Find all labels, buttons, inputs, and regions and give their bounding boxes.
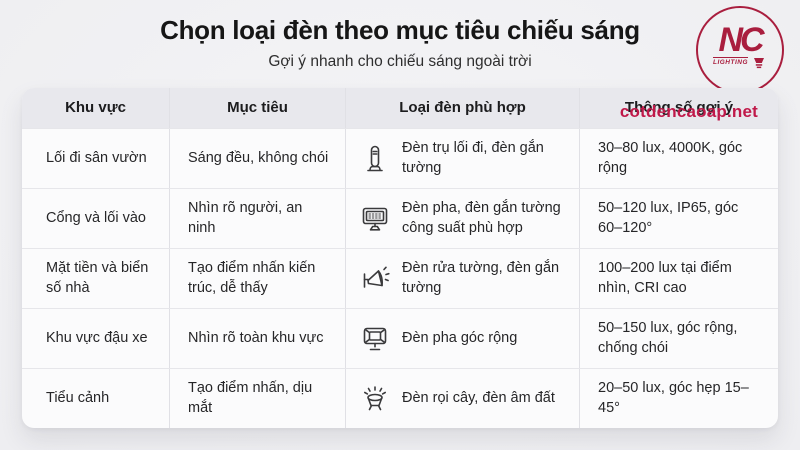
specs-cell: 30–80 lux, 4000K, góc rộng <box>598 139 743 176</box>
table-row: Tiểu cảnh Tạo điểm nhấn, dịu mắt Đèn rọi… <box>22 368 778 428</box>
table-header-row: Khu vực Mục tiêu Loại đèn phù hợp Thông … <box>22 88 778 128</box>
watermark: cotdencaoap.net <box>619 102 758 121</box>
area-cell: Cổng và lối vào <box>22 189 170 248</box>
page-subtitle: Gợi ý nhanh cho chiếu sáng ngoài trời <box>268 52 532 70</box>
lamp-label: Đèn trụ lối đi, đèn gắn tường <box>402 139 544 176</box>
lamp-cell: Đèn trụ lối đi, đèn gắn tường <box>346 129 580 188</box>
lamp-cell: Đèn rọi cây, đèn âm đất <box>346 369 580 428</box>
lamp-label: Đèn pha góc rộng <box>402 329 518 346</box>
specs-cell: 50–150 lux, góc rộng, chống chói <box>598 319 738 356</box>
logo-initials: NC <box>718 21 764 60</box>
goal-cell: Tạo điểm nhấn kiến trúc, dễ thấy <box>170 249 346 308</box>
specs-cell: 20–50 lux, góc hẹp 15–45° <box>598 379 749 416</box>
lightbulb-icon <box>751 57 767 75</box>
lamp-cell: Đèn pha, đèn gắn tường công suất phù hợp <box>346 189 580 248</box>
area-cell: Lối đi sân vườn <box>22 129 170 188</box>
page-title: Chọn loại đèn theo mục tiêu chiếu sáng <box>160 15 640 45</box>
logo-subtext: LIGHTING <box>712 56 749 66</box>
goal-cell: Tạo điểm nhấn, dịu mắt <box>170 369 346 428</box>
area-cell: Mặt tiền và biển số nhà <box>22 249 170 308</box>
header-cell-lamp: Loại đèn phù hợp <box>346 88 580 128</box>
lamp-cell: Đèn rửa tường, đèn gắn tường <box>346 249 580 308</box>
lamp-label: Đèn pha, đèn gắn tường công suất phù hợp <box>402 199 561 236</box>
table-row: Khu vực đậu xe Nhìn rõ toàn khu vực Đèn … <box>22 308 778 368</box>
area-cell: Khu vực đậu xe <box>22 309 170 368</box>
lamp-cell: Đèn pha góc rộng <box>346 309 580 368</box>
lamp-label: Đèn rửa tường, đèn gắn tường <box>402 259 560 296</box>
goal-cell: Nhìn rõ toàn khu vực <box>170 309 346 368</box>
table-row: Mặt tiền và biển số nhà Tạo điểm nhấn ki… <box>22 248 778 308</box>
lamp-label: Đèn rọi cây, đèn âm đất <box>402 389 555 406</box>
floodlight-icon <box>360 324 390 354</box>
nc-lighting-logo: NC LIGHTING <box>696 6 784 94</box>
wall-washer-light-icon <box>360 264 390 294</box>
area-cell: Tiểu cảnh <box>22 369 170 428</box>
lighting-recommendation-table: Khu vực Mục tiêu Loại đèn phù hợp Thông … <box>22 88 778 428</box>
specs-cell: 50–120 lux, IP65, góc 60–120° <box>598 199 739 236</box>
goal-cell: Nhìn rõ người, an ninh <box>170 189 346 248</box>
header-cell-goal: Mục tiêu <box>170 88 346 128</box>
bollard-light-icon <box>360 144 390 174</box>
goal-cell: Sáng đều, không chói <box>170 129 346 188</box>
table-row: Cổng và lối vào Nhìn rõ người, an ninh Đ… <box>22 188 778 248</box>
header-cell-specs: Thông số gợi ý <box>624 98 734 116</box>
specs-cell: 100–200 lux tại điểm nhìn, CRI cao <box>598 259 732 296</box>
flood-panel-light-icon <box>360 204 390 234</box>
header-cell-area: Khu vực <box>22 88 170 128</box>
uplight-icon <box>360 384 390 414</box>
page-header: Chọn loại đèn theo mục tiêu chiếu sáng G… <box>0 0 800 71</box>
table-row: Lối đi sân vườn Sáng đều, không chói Đèn… <box>22 128 778 188</box>
